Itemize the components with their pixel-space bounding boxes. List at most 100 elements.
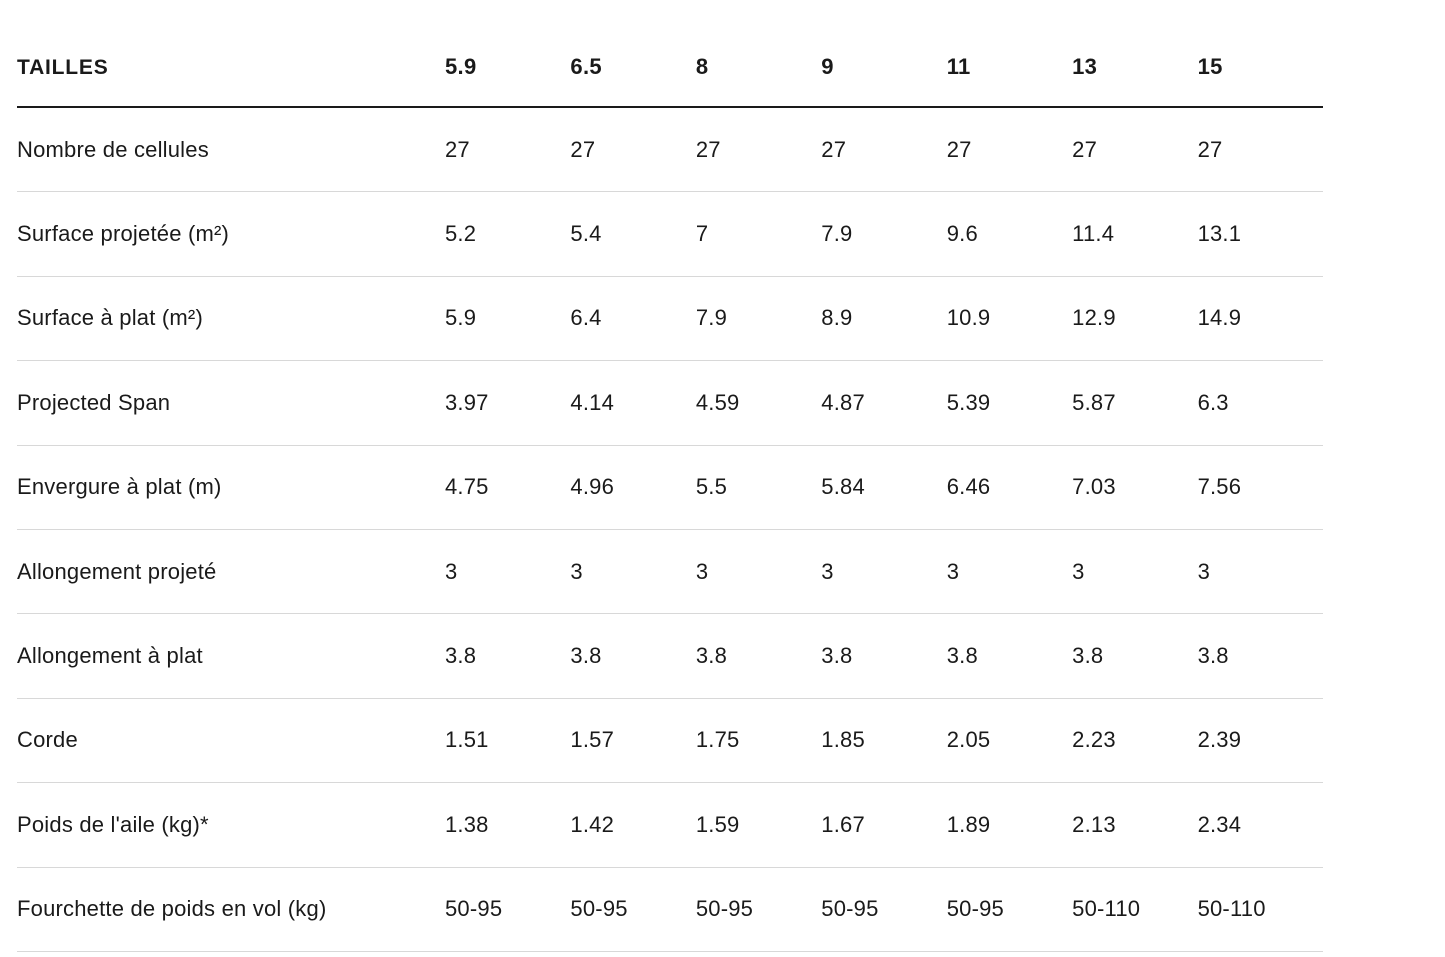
spec-row-cells: Allongement à plat 3.8 3.8 3.8 3.8 3.8 3… (17, 614, 1323, 699)
spec-cell: 10.9 (946, 305, 991, 331)
spec-cell: 7.56 (1197, 474, 1242, 500)
spec-cell: 3 (445, 558, 458, 584)
spec-cell: 3 (1197, 558, 1210, 584)
size-column-header: 11 (946, 54, 971, 79)
spec-row-cells: Poids de l'aile (kg)* 1.38 1.42 1.59 1.6… (17, 783, 1323, 868)
spec-cell: 3.97 (445, 389, 489, 415)
spec-cell: 50-95 (695, 896, 754, 922)
spec-cell: 1.89 (946, 811, 991, 837)
spec-cell: 5.5 (695, 474, 728, 500)
spec-cell: 5.9 (445, 305, 477, 331)
spec-row-label: Fourchette de poids en vol (kg) (17, 896, 327, 922)
spec-cell: 3 (570, 558, 583, 584)
spec-cell: 1.75 (695, 727, 740, 753)
table-title: TAILLES (17, 56, 109, 79)
spec-cell: 7.9 (821, 221, 853, 247)
spec-cell: 4.59 (695, 389, 740, 415)
spec-cell: 27 (946, 136, 972, 162)
spec-cell: 3.8 (695, 643, 728, 669)
spec-cell: 27 (695, 136, 721, 162)
spec-cell: 50-95 (821, 896, 879, 922)
spec-cell: 3.8 (1197, 643, 1229, 669)
spec-cell: 7.9 (695, 305, 728, 331)
spec-cell: 4.75 (445, 474, 489, 500)
spec-cell: 3 (695, 558, 709, 584)
spec-cell: 11.4 (1072, 221, 1115, 247)
spec-cell: 5.2 (445, 221, 477, 247)
spec-cell: 50-110 (1072, 896, 1141, 922)
spec-cell: 50-95 (445, 896, 503, 922)
spec-cell: 3 (821, 558, 834, 584)
spec-cell: 7 (695, 221, 709, 247)
spec-cell: 2.23 (1072, 727, 1116, 753)
spec-cell: 50-110 (1197, 896, 1266, 922)
spec-row-label: Envergure à plat (m) (17, 474, 222, 500)
spec-row-label: Projected Span (17, 389, 171, 415)
spec-cell: 27 (1197, 136, 1223, 162)
spec-cell: 2.39 (1197, 727, 1242, 753)
size-column-header: 5.9 (445, 54, 477, 79)
size-column-header: 15 (1197, 54, 1223, 79)
spec-cell: 1.42 (570, 811, 615, 837)
spec-cell: 27 (821, 136, 847, 162)
spec-cell: 6.4 (570, 305, 602, 331)
spec-cell: 3.8 (1072, 643, 1104, 669)
spec-row-label: Allongement à plat (17, 643, 203, 669)
spec-cell: 1.57 (570, 727, 615, 753)
size-column-header: 13 (1072, 54, 1098, 79)
spec-row-cells: Surface à plat (m²) 5.9 6.4 7.9 8.9 10.9… (17, 277, 1323, 362)
spec-cell: 50-95 (946, 896, 1004, 922)
table-header-row: TAILLES 5.9 6.5 8 9 11 13 15 (17, 0, 1323, 108)
spec-cell: 1.38 (445, 811, 489, 837)
spec-cell: 27 (570, 136, 596, 162)
spec-cell: 2.13 (1072, 811, 1116, 837)
spec-cell: 2.05 (946, 727, 991, 753)
spec-cell: 4.87 (821, 389, 865, 415)
spec-cell: 3.8 (445, 643, 477, 669)
spec-cell: 1.85 (821, 727, 865, 753)
spec-row-cells: Allongement projeté 3 3 3 3 3 3 3 (17, 530, 1323, 615)
spec-table: TAILLES 5.9 6.5 8 9 11 13 15 Nombre de c… (17, 0, 1323, 952)
spec-row-cells: Nombre de cellules 27 27 27 27 27 27 27 (17, 108, 1323, 193)
spec-row-label: Corde (17, 727, 78, 753)
spec-row-label: Nombre de cellules (17, 136, 209, 162)
spec-cell: 8.9 (821, 305, 853, 331)
spec-cell: 1.51 (445, 727, 489, 753)
spec-cell: 5.84 (821, 474, 865, 500)
spec-cell: 14.9 (1197, 305, 1242, 331)
spec-row-label: Allongement projeté (17, 558, 217, 584)
spec-cell: 3 (946, 558, 960, 584)
spec-cell: 9.6 (946, 221, 978, 247)
spec-cell: 1.59 (695, 811, 740, 837)
spec-row-label: Surface à plat (m²) (17, 305, 203, 331)
spec-cell: 4.96 (570, 474, 615, 500)
spec-cell: 3 (1072, 558, 1085, 584)
spec-row-cells: Surface projetée (m²) 5.2 5.4 7 7.9 9.6 … (17, 192, 1323, 277)
spec-cell: 3.8 (821, 643, 853, 669)
spec-cell: 5.4 (570, 221, 602, 247)
spec-cell: 3.8 (946, 643, 978, 669)
spec-row-cells: Fourchette de poids en vol (kg) 50-95 50… (17, 868, 1323, 952)
spec-row-label: Poids de l'aile (kg)* (17, 811, 209, 837)
spec-cell: 6.46 (946, 474, 991, 500)
spec-cell: 4.14 (570, 389, 615, 415)
size-column-header: 9 (821, 54, 834, 79)
spec-cell: 3.8 (570, 643, 602, 669)
spec-cell: 2.34 (1197, 811, 1242, 837)
spec-row-cells: Envergure à plat (m) 4.75 4.96 5.5 5.84 … (17, 446, 1323, 530)
spec-cell: 5.87 (1072, 389, 1116, 415)
spec-cell: 27 (1072, 136, 1098, 162)
spec-cell: 12.9 (1072, 305, 1116, 331)
spec-cell: 6.3 (1197, 389, 1229, 415)
spec-cell: 5.39 (946, 389, 991, 415)
spec-cell: 27 (445, 136, 470, 162)
spec-cell: 50-95 (570, 896, 628, 922)
spec-row-label: Surface projetée (m²) (17, 221, 230, 247)
spec-cell: 1.67 (821, 811, 865, 837)
spec-row-cells: Corde 1.51 1.57 1.75 1.85 2.05 2.23 2.39 (17, 699, 1323, 784)
size-column-header: 6.5 (570, 54, 602, 79)
spec-row-cells: Projected Span 3.97 4.14 4.59 4.87 5.39 … (17, 361, 1323, 446)
size-column-header: 8 (695, 54, 709, 79)
spec-cell: 13.1 (1197, 221, 1242, 247)
